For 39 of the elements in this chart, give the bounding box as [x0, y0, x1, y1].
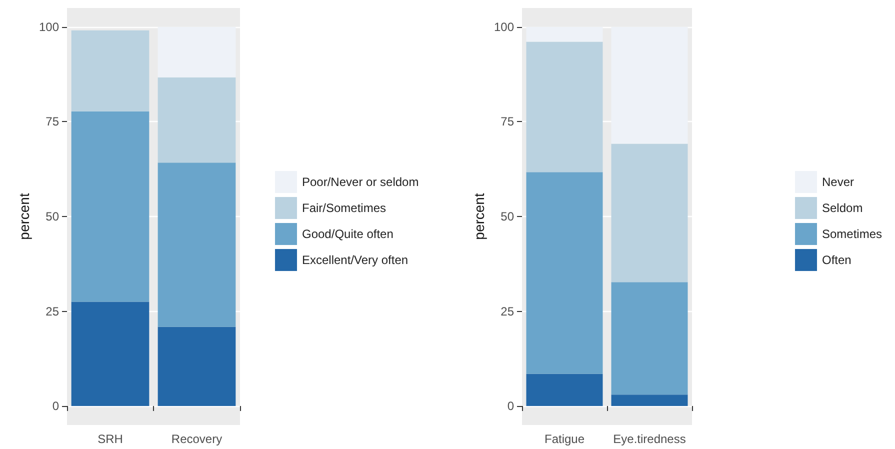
bar [158, 26, 236, 78]
y-tick-label: 75 [500, 114, 514, 129]
x-tick-label: SRH [98, 432, 123, 446]
bar [526, 172, 603, 374]
bar [526, 42, 603, 172]
y-tick-label: 0 [52, 399, 60, 414]
y-tick-label: 25 [46, 304, 60, 318]
bar [526, 26, 603, 42]
legend-label: Excellent/Very often [302, 253, 408, 267]
y-tick-label: 0 [507, 399, 514, 414]
x-tick-label: Fatigue [544, 432, 585, 446]
bar [158, 326, 236, 406]
y-tick-label: 100 [38, 20, 60, 34]
legend-label: Good/Quite often [302, 227, 394, 241]
legend-label: Seldom [822, 201, 863, 215]
bar [71, 302, 150, 406]
y-tick-label: 25 [500, 304, 514, 318]
legend-label: Poor/Never or seldom [302, 175, 419, 189]
x-tick-label: Eye.tiredness [613, 432, 686, 446]
y-tick-label: 50 [46, 210, 60, 224]
bar [611, 394, 688, 406]
bar [611, 282, 688, 395]
y-tick-label: 50 [500, 210, 514, 224]
bar [526, 374, 603, 406]
y-tick-label: 100 [494, 20, 514, 34]
y-axis-title: percent [16, 193, 32, 240]
legend-label: Never [822, 175, 854, 189]
bar [71, 111, 150, 302]
y-tick-label: 75 [46, 114, 60, 129]
x-tick-label: Recovery [171, 432, 222, 446]
y-axis-title: percent [471, 193, 487, 240]
bar [611, 26, 688, 144]
bar [71, 30, 150, 112]
bar [158, 162, 236, 327]
legend-label: Often [822, 253, 852, 267]
legend-label: Fair/Sometimes [302, 201, 386, 215]
legend-label: Sometimes [822, 227, 882, 241]
bar [158, 77, 236, 163]
bar [611, 144, 688, 282]
